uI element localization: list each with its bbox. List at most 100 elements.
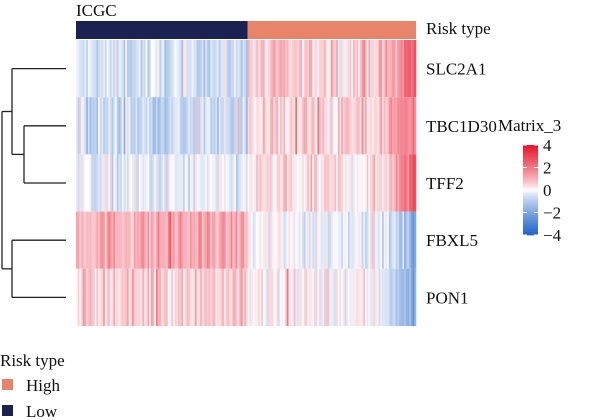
heatmap-cell: [354, 268, 357, 326]
heatmap-cell: [399, 154, 401, 212]
heatmap-row-pon1: [76, 268, 417, 326]
heatmap-cell: [220, 268, 223, 326]
heatmap-cell: [354, 211, 357, 269]
heatmap-cell: [385, 40, 388, 98]
heatmap-cell: [120, 154, 123, 212]
heatmap-cell: [118, 268, 121, 326]
heatmap-cell: [249, 97, 252, 155]
color-scale-step: [523, 202, 538, 204]
heatmap-cell: [303, 97, 306, 155]
heatmap-cell: [172, 268, 175, 326]
heatmap-cell: [366, 40, 369, 98]
heatmap-cell: [91, 268, 94, 326]
heatmap-cell: [320, 268, 323, 326]
heatmap-cell: [351, 268, 354, 326]
heatmap-cell: [256, 97, 259, 155]
heatmap-cell: [133, 40, 136, 98]
heatmap-cell: [409, 154, 412, 212]
heatmap-cell: [93, 211, 95, 269]
heatmap-cell: [172, 211, 175, 269]
heatmap-cell: [188, 154, 191, 212]
heatmap-cell: [312, 268, 315, 326]
heatmap-cell: [132, 97, 135, 155]
heatmap-cell: [414, 211, 417, 269]
heatmap-cell: [361, 268, 364, 326]
heatmap-cell: [302, 211, 305, 269]
color-scale-step: [523, 203, 538, 206]
heatmap-cell: [210, 97, 213, 155]
heatmap-cell: [368, 97, 371, 155]
heatmap-cell: [373, 97, 376, 155]
heatmap-cell: [142, 268, 145, 326]
heatmap-cell: [400, 97, 403, 155]
heatmap-cell: [152, 40, 155, 98]
heatmap-cell: [359, 211, 362, 269]
heatmap-cell: [193, 268, 196, 326]
heatmap-cell: [118, 40, 121, 98]
heatmap-cell: [382, 268, 384, 326]
heatmap-cell: [376, 97, 379, 155]
heatmap-cell: [305, 154, 308, 212]
heatmap-cell: [291, 40, 294, 98]
heatmap-cell: [327, 268, 330, 326]
heatmap-cell: [410, 97, 413, 155]
heatmap-cell: [280, 154, 282, 212]
heatmap-cell: [215, 97, 218, 155]
heatmap-cell: [239, 40, 242, 98]
heatmap-cell: [150, 268, 153, 326]
heatmap-cell: [227, 97, 230, 155]
heatmap-cell: [291, 268, 294, 326]
heatmap-cell: [353, 211, 356, 269]
heatmap-cell: [393, 268, 396, 326]
heatmap-cell: [222, 211, 225, 269]
heatmap-cell: [154, 97, 157, 155]
heatmap-cell: [113, 154, 116, 212]
heatmap-cell: [128, 154, 131, 212]
heatmap-cell: [356, 40, 359, 98]
heatmap-cell: [312, 211, 315, 269]
heatmap-cell: [82, 40, 85, 98]
heatmap-cell: [298, 268, 301, 326]
heatmap-cell: [133, 268, 136, 326]
heatmap-cell: [235, 268, 238, 326]
heatmap-cell: [84, 211, 87, 269]
heatmap-cell: [79, 268, 82, 326]
heatmap-cell: [324, 211, 327, 269]
heatmap-cell: [94, 154, 97, 212]
heatmap-cell: [351, 154, 354, 212]
heatmap-cell: [225, 97, 228, 155]
heatmap-cell: [144, 97, 146, 155]
heatmap-cell: [227, 154, 230, 212]
heatmap-cell: [268, 268, 271, 326]
heatmap-cell: [322, 154, 325, 212]
heatmap-cell: [370, 97, 373, 155]
heatmap-cell: [120, 268, 123, 326]
heatmap-cell: [315, 268, 318, 326]
heatmap-cell: [115, 211, 118, 269]
heatmap-cell: [189, 154, 192, 212]
heatmap-cell: [213, 268, 216, 326]
heatmap-cell: [99, 211, 102, 269]
heatmap-cell: [121, 211, 124, 269]
heatmap-cell: [307, 154, 310, 212]
heatmap-cell: [176, 97, 179, 155]
heatmap-cell: [354, 40, 357, 98]
heatmap-cell: [94, 97, 97, 155]
heatmap-cell: [392, 40, 395, 98]
heatmap-cell: [273, 40, 276, 98]
heatmap-cell: [285, 97, 288, 155]
heatmap-cell: [254, 40, 257, 98]
heatmap-cell: [266, 154, 269, 212]
heatmap-cell: [154, 154, 157, 212]
heatmap-cell: [162, 40, 165, 98]
heatmap-cell: [278, 97, 281, 155]
heatmap-cell: [144, 268, 146, 326]
heatmap-cell: [89, 268, 92, 326]
heatmap-cell: [308, 40, 311, 98]
heatmap-cell: [164, 40, 167, 98]
heatmap-cell: [145, 211, 148, 269]
heatmap-cell: [223, 97, 226, 155]
heatmap-cell: [395, 211, 398, 269]
heatmap-cell: [178, 268, 180, 326]
heatmap-cell: [363, 211, 366, 269]
